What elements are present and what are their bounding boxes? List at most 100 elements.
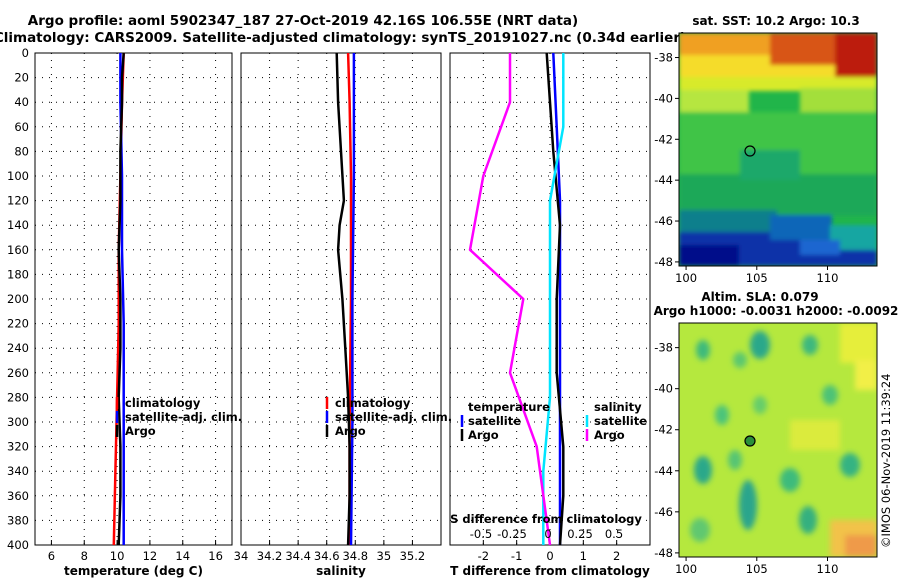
map-x-tick-label: 100 <box>675 562 697 576</box>
depth-axis: 0 20 40 60 80 100 120 140 160 180 200 220 240 260 280 3… <box>7 46 29 552</box>
map-y-tick-label: -38 <box>654 341 673 355</box>
imos-watermark: ©IMOS 06-Nov-2019 11:39:24 <box>879 374 893 548</box>
y-tick-label: 80 <box>14 144 29 158</box>
y-tick-label: 260 <box>7 366 29 380</box>
legend-label: Argo <box>594 428 625 442</box>
legend-label: Argo <box>335 424 366 438</box>
y-tick-label: 280 <box>7 390 29 404</box>
map-y-tick-label: -38 <box>654 51 673 65</box>
x-tick-label: 34.6 <box>314 549 340 563</box>
map-y-tick-label: -42 <box>654 132 673 146</box>
sla-map-frame <box>678 322 878 558</box>
top-tick-label: -0.25 <box>497 527 527 541</box>
map-y-tick-label: -44 <box>654 173 673 187</box>
map-x-tick-label: 105 <box>746 271 768 285</box>
y-tick-label: 220 <box>7 317 29 331</box>
map-y-tick-label: -46 <box>654 214 673 228</box>
legend-title-temperature: temperature <box>468 400 550 414</box>
map-x-tick-label: 110 <box>817 271 839 285</box>
y-tick-label: 120 <box>7 194 29 208</box>
y-tick-label: 320 <box>7 440 29 454</box>
map-x-tick-label: 100 <box>675 271 697 285</box>
y-tick-label: 340 <box>7 464 29 478</box>
top-tick-label: 0.25 <box>567 527 593 541</box>
y-tick-label: 0 <box>22 46 29 60</box>
map-y-tick-label: -48 <box>654 546 673 560</box>
y-tick-label: 400 <box>7 538 29 552</box>
legend-label: satellite-adj. clim. <box>335 410 452 424</box>
y-tick-label: 360 <box>7 489 29 503</box>
legend-label: satellite <box>594 414 647 428</box>
x-tick-label: -2 <box>478 549 489 563</box>
map-y-tick-label: -46 <box>654 505 673 519</box>
series-line-argo <box>335 52 351 546</box>
x-axis-label: temperature (deg C) <box>64 564 203 578</box>
series-line-s-satellite <box>542 53 565 545</box>
legend-label: climatology <box>335 396 411 410</box>
figure-title-line1: Argo profile: aoml 5902347_187 27-Oct-20… <box>28 13 578 29</box>
sst-map-title: sat. SST: 10.2 Argo: 10.3 <box>692 14 859 28</box>
panel-temperature: 6 8 10 12 14 16 temperature (deg C) climatology… <box>34 52 242 578</box>
legend-label: climatology <box>125 396 201 410</box>
top-tick-label: 0 <box>544 527 551 541</box>
sla-map-title: Altim. SLA: 0.079 <box>701 290 818 304</box>
x-tick-label: 0 <box>546 549 553 563</box>
map-x-tick-label: 110 <box>817 562 839 576</box>
sla-map-subtitle: Argo h1000: -0.0031 h2000: -0.0092 <box>654 304 899 318</box>
sla-map <box>679 323 877 557</box>
series-line-t-satellite <box>552 52 562 545</box>
legend-label: Argo <box>468 428 499 442</box>
map-y-tick-label: -42 <box>654 423 673 437</box>
x-tick-label: 1 <box>580 549 587 563</box>
sst-map-frame <box>678 32 878 267</box>
map-y-tick-label: -40 <box>654 91 673 105</box>
y-tick-label: 160 <box>7 243 29 257</box>
x-tick-label: -1 <box>511 549 522 563</box>
x-tick-label: 34.4 <box>285 549 311 563</box>
x-tick-label: 35.2 <box>400 549 426 563</box>
x-tick-label: 6 <box>48 549 55 563</box>
map-y-tick-label: -40 <box>654 382 673 396</box>
legend-label: satellite <box>468 414 521 428</box>
y-tick-label: 300 <box>7 415 29 429</box>
y-tick-label: 380 <box>7 513 29 527</box>
y-tick-label: 20 <box>14 71 29 85</box>
x-tick-label: 12 <box>143 549 158 563</box>
x-tick-label: 16 <box>208 549 223 563</box>
x-tick-label: 2 <box>613 549 620 563</box>
map-y-tick-label: -44 <box>654 464 673 478</box>
top-tick-label: -0.5 <box>470 527 492 541</box>
y-tick-label: 180 <box>7 267 29 281</box>
top-axis-label: S difference from climatology <box>450 512 642 526</box>
series-line-t-argo <box>545 52 565 546</box>
y-tick-label: 40 <box>14 95 29 109</box>
x-tick-label: 34.2 <box>257 549 283 563</box>
x-axis-label: salinity <box>316 564 366 578</box>
legend-title-salinity: salinity <box>594 400 642 414</box>
y-tick-label: 140 <box>7 218 29 232</box>
series-line-satellite-adj.-clim. <box>349 53 356 546</box>
y-tick-label: 60 <box>14 120 29 134</box>
legend-label: satellite-adj. clim. <box>125 410 242 424</box>
y-tick-label: 200 <box>7 292 29 306</box>
x-tick-label: 35 <box>377 549 392 563</box>
top-tick-label: 0.5 <box>605 527 623 541</box>
sla-argo-marker <box>744 435 756 447</box>
x-tick-label: 34.8 <box>342 549 368 563</box>
x-tick-label: 10 <box>110 549 125 563</box>
x-tick-label: 34 <box>234 549 249 563</box>
sst-argo-marker <box>744 145 756 157</box>
x-tick-label: 8 <box>81 549 88 563</box>
legend-label: Argo <box>125 424 156 438</box>
series-line-argo <box>117 52 125 546</box>
series-line-s-argo <box>468 53 552 546</box>
plot-frame <box>240 52 442 546</box>
sst-map <box>679 33 877 266</box>
y-tick-label: 240 <box>7 341 29 355</box>
x-axis-label: T difference from climatology <box>450 564 650 578</box>
y-tick-label: 100 <box>7 169 29 183</box>
map-y-tick-label: -48 <box>654 255 673 269</box>
panel-salinity: 34 34.2 34.4 34.6 34.8 35 35.2 salinity climatol… <box>234 52 452 578</box>
map-x-tick-label: 105 <box>746 562 768 576</box>
